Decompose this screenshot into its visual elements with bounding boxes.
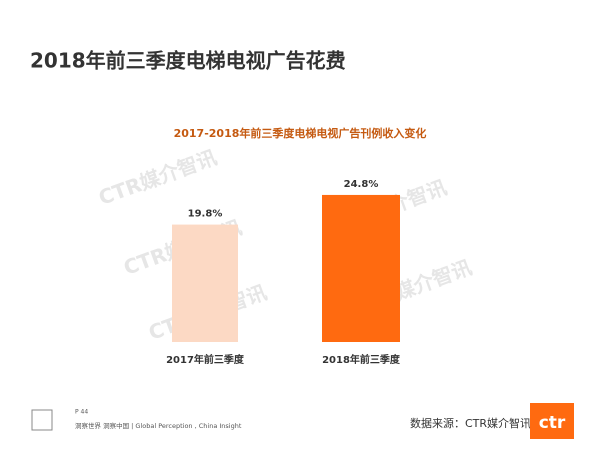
watermarks: CTR媒介智讯 CTR媒介智讯 CTR媒介智讯 CTR媒介智讯 CTR媒介智讯 [95,145,474,345]
chart-title: 2017-2018年前三季度电梯电视广告刊例收入变化 [174,126,427,140]
page-number: P 44 [75,409,88,416]
slogan: 洞察世界 洞察中国 | Global Perception , China In… [75,421,242,430]
source: 数据来源：CTR媒介智讯 [410,416,531,430]
plot: 19.8% 2017年前三季度 24.8% 2018年前三季度 [166,179,401,366]
bar [322,194,400,342]
logo-box [530,403,574,439]
watermark: CTR媒介智讯 [95,145,219,210]
value-label: 24.8% [344,179,379,190]
category-label: 2018年前三季度 [322,353,401,366]
logo: ctr [539,413,566,433]
value-label: 19.8% [188,209,223,220]
cert-icon [31,409,53,431]
page-title: 2018年前三季度电梯电视广告花费 [30,49,346,73]
category-label: 2017年前三季度 [166,353,245,366]
bar [172,224,238,342]
